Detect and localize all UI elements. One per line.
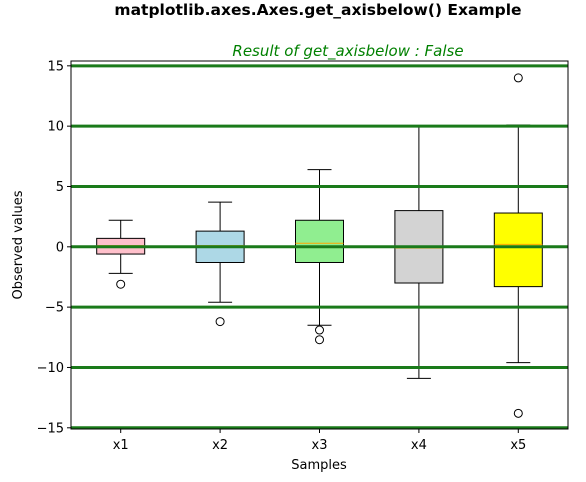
x-axis-label: Samples bbox=[291, 458, 347, 473]
y-tick-label: −15 bbox=[37, 421, 64, 436]
outlier-point bbox=[315, 325, 324, 335]
box-body bbox=[295, 219, 344, 263]
y-axis-label: Observed values bbox=[11, 190, 26, 299]
axes-title: Result of get_axisbelow : False bbox=[232, 42, 463, 61]
box-body bbox=[493, 212, 543, 288]
outlier-point bbox=[215, 317, 225, 327]
outlier-point bbox=[513, 73, 523, 83]
y-tick-label: 10 bbox=[47, 120, 64, 135]
y-gridlines bbox=[71, 64, 568, 430]
x-tick-label: x1 bbox=[113, 438, 129, 453]
y-tick-label: −5 bbox=[45, 301, 64, 316]
x-tick-label: x4 bbox=[411, 438, 427, 453]
x-axis: x1 x2 x3 x4 x5 bbox=[113, 429, 526, 453]
y-tick-label: −10 bbox=[37, 361, 64, 376]
y-axis: −15 −10 −5 0 5 10 15 bbox=[37, 59, 71, 436]
box-x1 bbox=[96, 219, 146, 289]
outlier-point bbox=[315, 335, 324, 345]
box-x5 bbox=[493, 73, 543, 418]
x-tick-label: x2 bbox=[212, 438, 228, 453]
y-tick-label: 15 bbox=[47, 59, 64, 74]
figure-suptitle: matplotlib.axes.Axes.get_axisbelow() Exa… bbox=[114, 1, 521, 19]
x-tick-label: x5 bbox=[510, 438, 526, 453]
x-tick-label: x3 bbox=[312, 438, 328, 453]
outlier-point bbox=[513, 408, 523, 418]
box-x4 bbox=[394, 125, 444, 379]
y-tick-label: 5 bbox=[56, 180, 64, 195]
y-tick-label: 0 bbox=[56, 240, 64, 255]
box-x3 bbox=[295, 169, 344, 345]
outlier-point bbox=[116, 279, 126, 289]
